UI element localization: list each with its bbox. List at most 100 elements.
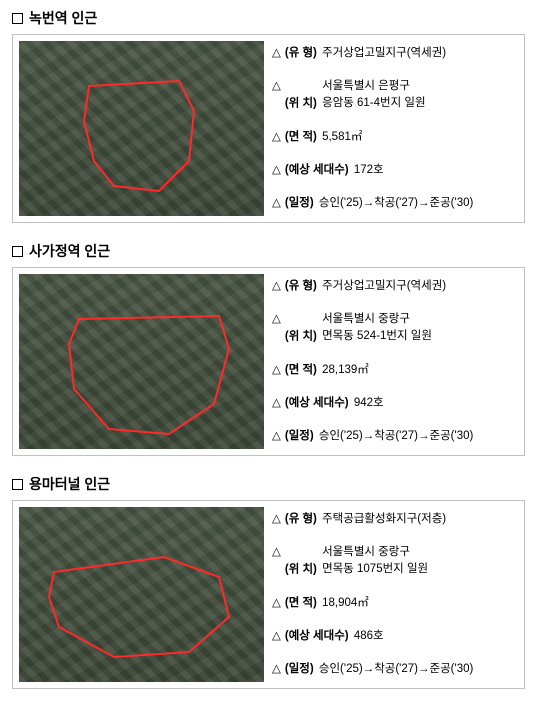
triangle-icon: △ (272, 162, 281, 179)
triangle-icon: △ (272, 628, 281, 645)
info-value: 942호 (354, 397, 384, 409)
triangle-icon: △ (272, 278, 281, 295)
info-label: (일정) (285, 430, 314, 442)
checkbox-icon (12, 246, 23, 257)
info-label: (면 적) (285, 597, 317, 609)
info-value: 승인('25)→착공('27)→준공('30) (319, 197, 473, 209)
info-value-line1: 서울특별시 중랑구면목동 1075번지 일원 (322, 544, 428, 579)
info-value-text: 면목동 524-1번지 일원 (322, 328, 432, 345)
triangle-icon: △ (272, 395, 281, 412)
site-outline (19, 274, 264, 449)
info-label: (유 형) (285, 280, 317, 292)
section-2: 용마터널 인근△(유 형) 주택공급활성화지구(저층)△(위 치) 서울특별시 … (12, 474, 525, 689)
section-0: 녹번역 인근△(유 형) 주거상업고밀지구(역세권)△(위 치) 서울특별시 은… (12, 8, 525, 223)
info-value: 주거상업고밀지구(역세권) (322, 47, 446, 59)
info-row: △(면 적) 5,581㎡ (272, 129, 516, 146)
info-value: 486호 (354, 630, 384, 642)
info-row-body: (위 치) 서울특별시 중랑구면목동 524-1번지 일원 (285, 311, 432, 346)
info-value: 18,904㎡ (322, 597, 369, 609)
info-row: △(면 적) 28,139㎡ (272, 362, 516, 379)
info-row: △ (일정) 승인('25)→착공('27)→준공('30) (272, 661, 516, 678)
info-value-text: 서울특별시 중랑구 (322, 546, 410, 558)
section-title-text: 녹번역 인근 (29, 10, 97, 26)
info-label: (일정) (285, 663, 314, 675)
info-value-line1: 서울특별시 은평구응암동 61-4번지 일원 (322, 78, 425, 113)
info-row: △ (유 형) 주거상업고밀지구(역세권) (272, 278, 516, 295)
info-row-body: (일정) 승인('25)→착공('27)→준공('30) (285, 195, 473, 212)
info-value-line1: 서울특별시 중랑구면목동 524-1번지 일원 (322, 311, 432, 346)
section-title-text: 용마터널 인근 (29, 476, 110, 492)
content-box: △(유 형) 주거상업고밀지구(역세권)△(위 치) 서울특별시 은평구응암동 … (12, 34, 525, 223)
triangle-icon: △ (272, 661, 281, 678)
info-row: △(일정) 승인('25)→착공('27)→준공('30) (272, 428, 516, 445)
info-label: (위 치) (285, 330, 317, 342)
info-label: (유 형) (285, 513, 317, 525)
site-outline (19, 41, 264, 216)
info-row-body: (예상 세대수) 172호 (285, 162, 384, 179)
info-value: 승인('25)→착공('27)→준공('30) (319, 430, 473, 442)
info-value: 주택공급활성화지구(저층) (322, 513, 446, 525)
info-list: △(유 형) 주거상업고밀지구(역세권)△(위 치) 서울특별시 중랑구면목동 … (272, 274, 518, 449)
info-value: 승인('25)→착공('27)→준공('30) (319, 663, 473, 675)
info-value-text: 면목동 1075번지 일원 (322, 561, 428, 578)
info-label: (위 치) (285, 563, 317, 575)
info-row: △(예상 세대수) 942호 (272, 395, 516, 412)
info-row: △(예상 세대수) 172호 (272, 162, 516, 179)
info-label: (위 치) (285, 97, 317, 109)
content-box: △(유 형) 주택공급활성화지구(저층)△(위 치) 서울특별시 중랑구면목동 … (12, 500, 525, 689)
triangle-icon: △ (272, 511, 281, 528)
triangle-icon: △ (272, 595, 281, 612)
section-1: 사가정역 인근△(유 형) 주거상업고밀지구(역세권)△(위 치) 서울특별시 … (12, 241, 525, 456)
info-row-body: (유 형) 주택공급활성화지구(저층) (285, 511, 446, 528)
info-row: △(위 치) 서울특별시 중랑구면목동 1075번지 일원 (272, 544, 516, 579)
info-value-text: 서울특별시 은평구 (322, 80, 410, 92)
info-row: △(위 치) 서울특별시 중랑구면목동 524-1번지 일원 (272, 311, 516, 346)
info-label: (면 적) (285, 364, 317, 376)
info-row-body: (위 치) 서울특별시 중랑구면목동 1075번지 일원 (285, 544, 428, 579)
info-row-body: (유 형) 주거상업고밀지구(역세권) (285, 45, 446, 62)
triangle-icon: △ (272, 195, 281, 212)
info-list: △(유 형) 주택공급활성화지구(저층)△(위 치) 서울특별시 중랑구면목동 … (272, 507, 518, 682)
info-label: (면 적) (285, 131, 317, 143)
section-title: 사가정역 인근 (12, 241, 525, 261)
info-value: 28,139㎡ (322, 364, 369, 376)
aerial-map (19, 274, 264, 449)
info-row-body: (예상 세대수) 942호 (285, 395, 384, 412)
info-row-body: (일정) 승인('25)→착공('27)→준공('30) (285, 428, 473, 445)
triangle-icon: △ (272, 45, 281, 62)
info-value-text: 응암동 61-4번지 일원 (322, 95, 425, 112)
info-row-body: (면 적) 5,581㎡ (285, 129, 363, 146)
triangle-icon: △ (272, 129, 281, 146)
info-row: △(위 치) 서울특별시 은평구응암동 61-4번지 일원 (272, 78, 516, 113)
triangle-icon: △ (272, 428, 281, 445)
info-row: △(일정) 승인('25)→착공('27)→준공('30) (272, 195, 516, 212)
triangle-icon: △ (272, 78, 281, 113)
site-outline (19, 507, 264, 682)
info-list: △(유 형) 주거상업고밀지구(역세권)△(위 치) 서울특별시 은평구응암동 … (272, 41, 518, 216)
section-title: 용마터널 인근 (12, 474, 525, 494)
info-row-body: (위 치) 서울특별시 은평구응암동 61-4번지 일원 (285, 78, 426, 113)
info-row-body: (예상 세대수) 486호 (285, 628, 384, 645)
checkbox-icon (12, 479, 23, 490)
info-label: (일정) (285, 197, 314, 209)
info-row: △(예상 세대수) 486호 (272, 628, 516, 645)
info-value: 주거상업고밀지구(역세권) (322, 280, 446, 292)
info-value: 172호 (354, 164, 384, 176)
info-label: (유 형) (285, 47, 317, 59)
info-label: (예상 세대수) (285, 164, 349, 176)
content-box: △(유 형) 주거상업고밀지구(역세권)△(위 치) 서울특별시 중랑구면목동 … (12, 267, 525, 456)
info-row: △(유 형) 주택공급활성화지구(저층) (272, 511, 516, 528)
section-title: 녹번역 인근 (12, 8, 525, 28)
info-row: △(면 적) 18,904㎡ (272, 595, 516, 612)
triangle-icon: △ (272, 544, 281, 579)
info-row-body: (면 적) 28,139㎡ (285, 362, 369, 379)
info-value-text: 서울특별시 중랑구 (322, 313, 410, 325)
info-label: (예상 세대수) (285, 397, 349, 409)
info-row-body: (면 적) 18,904㎡ (285, 595, 369, 612)
aerial-map (19, 507, 264, 682)
triangle-icon: △ (272, 362, 281, 379)
triangle-icon: △ (272, 311, 281, 346)
info-value: 5,581㎡ (322, 131, 362, 143)
aerial-map (19, 41, 264, 216)
info-label: (예상 세대수) (285, 630, 349, 642)
